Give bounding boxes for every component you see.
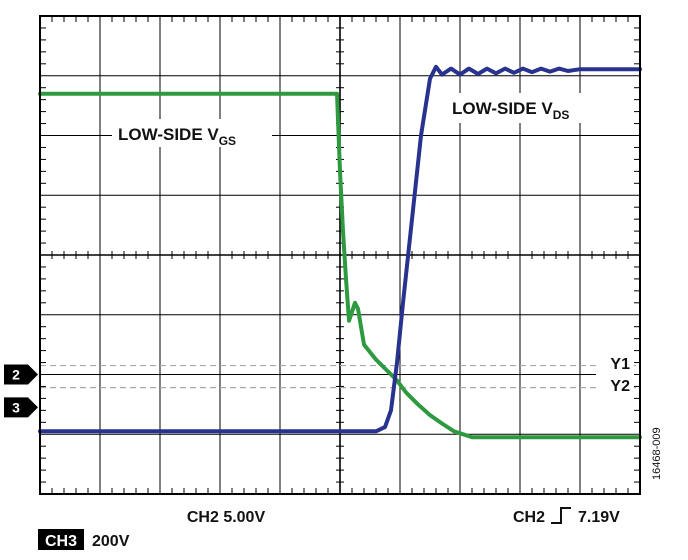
trigger-channel-text: CH2 [513, 509, 545, 526]
trigger-value-text: 7.19V [578, 509, 620, 526]
rising-edge-icon [551, 507, 571, 524]
cursor-labels-bg [596, 352, 634, 396]
cursor-y2-label: Y2 [610, 378, 630, 395]
channel-3-marker-text: 3 [12, 399, 20, 415]
ch3-scale-text: 200V [92, 533, 130, 550]
ch3-badge [38, 529, 84, 550]
vgs-trace [38, 91, 642, 440]
channel-2-marker-text: 2 [12, 367, 20, 383]
figure-id: 16468-009 [651, 427, 663, 480]
vgs-label-bg [112, 119, 272, 147]
ch2-scale-text: CH2 5.00V [187, 509, 266, 526]
cursor-y1-label: Y1 [610, 356, 630, 373]
ch3-badge-text: CH3 [45, 533, 77, 550]
plot-frame [39, 15, 641, 495]
channel-3-marker: 3 [4, 397, 38, 418]
vds-label-bg [446, 93, 608, 123]
traces [38, 64, 642, 440]
cursor-lines [40, 364, 640, 389]
vds-label: LOW-SIDE VDS [452, 99, 569, 122]
trigger-readout: CH2 7.19V [513, 507, 620, 526]
channel-markers: 23 [4, 364, 38, 418]
vds-trace [38, 64, 642, 434]
channel-2-marker: 2 [4, 364, 38, 385]
vgs-label: LOW-SIDE VGS [118, 125, 236, 148]
